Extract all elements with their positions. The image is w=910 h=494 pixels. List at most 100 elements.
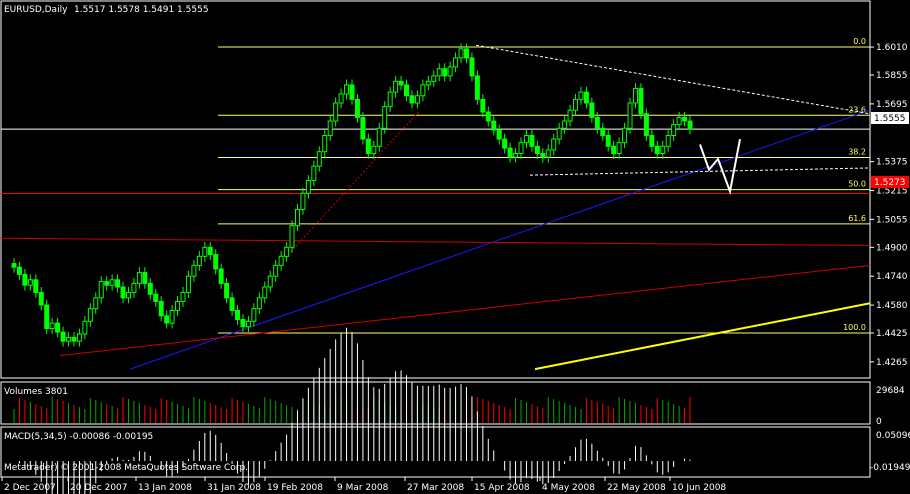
candle-body [463, 48, 469, 59]
candle-body [360, 116, 366, 140]
candle-body [376, 127, 382, 147]
candle-body [632, 88, 638, 104]
macd-panel-frame [0, 426, 871, 478]
price-axis-label: 1.6010 [876, 43, 908, 53]
candle-body [398, 80, 404, 86]
volume-bars: 29684 0 [13, 386, 905, 427]
candle-body [136, 272, 142, 284]
price-axis-label: 1.5215 [876, 186, 908, 196]
projected-path [699, 138, 741, 196]
macd-axis-max: 0.05096 [876, 431, 910, 441]
candle-body [316, 151, 322, 167]
red-dotted-trendline [284, 109, 421, 259]
candle-body [671, 124, 677, 136]
volume-axis-zero: 0 [876, 417, 882, 427]
candle-body [164, 315, 170, 324]
candle-body [180, 291, 186, 302]
candle-body [469, 57, 475, 77]
candle-body [594, 116, 600, 129]
candle-body [294, 208, 300, 227]
candle-body [447, 66, 453, 77]
yellow-support-line [534, 302, 871, 371]
candle-body [82, 320, 88, 335]
candle-body [71, 337, 77, 342]
candle-body [354, 98, 360, 118]
red-trendline-low [59, 264, 871, 357]
time-axis: 2 Dec 2007 20 Dec 2007 13 Jan 2008 31 Jan 2… [1, 477, 726, 493]
candle-body [267, 275, 273, 288]
candle-body [600, 127, 606, 136]
time-axis-label: 22 May 2008 [607, 483, 666, 493]
candle-body [453, 57, 459, 68]
time-axis-label: 31 Jan 2008 [207, 483, 261, 493]
price-axis: 1.6010 1.5855 1.5695 1.5375 1.5215 1.5055 1.49… [870, 43, 908, 368]
candle-body [333, 102, 339, 122]
candle-body [11, 263, 17, 268]
time-axis-label: 10 Jun 2008 [672, 483, 726, 493]
candle-body [109, 279, 115, 286]
macd-histogram: 0.05096 -0.01949 [18, 327, 910, 494]
candle-body [49, 322, 55, 330]
candle-body [458, 48, 464, 59]
candle-body [38, 291, 44, 306]
candle-body [338, 93, 344, 104]
candle-body [611, 145, 617, 155]
price-axis-label: 1.4900 [876, 243, 908, 253]
candle-body [311, 165, 317, 182]
candle-body [491, 120, 497, 131]
candle-body [583, 91, 589, 104]
candle-body [425, 80, 431, 86]
candle-body [567, 109, 573, 122]
candle-body [529, 134, 535, 147]
candle-body [16, 266, 22, 275]
candle-body [409, 95, 415, 104]
candle-body [682, 116, 688, 122]
price-candles [11, 43, 693, 347]
candle-body [245, 320, 251, 328]
candle-body [654, 145, 660, 155]
candle-body [87, 308, 93, 322]
fibonacci-level-label: 100.0 [843, 323, 866, 332]
candle-body [44, 304, 50, 330]
candle-body [523, 134, 529, 144]
fibonacci-level-label: 38.2 [848, 147, 866, 156]
candle-body [76, 333, 82, 342]
price-axis-label: 1.4580 [876, 301, 908, 311]
candle-body [229, 297, 235, 311]
candle-body [120, 286, 126, 299]
candle-body [147, 282, 153, 295]
candle-body [115, 279, 121, 288]
candle-body [327, 120, 333, 136]
candle-body [289, 225, 295, 248]
candle-body [169, 309, 175, 324]
candle-body [98, 281, 104, 299]
candle-body [540, 153, 546, 158]
candle-body [202, 246, 208, 257]
ohlc-caption: 1.5517 1.5578 1.5491 1.5555 [74, 5, 209, 15]
candle-body [404, 84, 410, 97]
volume-panel-frame [0, 381, 871, 425]
candle-body [240, 318, 246, 328]
candle-body [556, 127, 562, 140]
candle-body [158, 300, 164, 317]
candle-body [218, 268, 224, 284]
candle-body [300, 192, 306, 210]
current-price-badge: 1.5555 [874, 114, 906, 124]
candle-body [507, 147, 513, 158]
candle-body [273, 264, 279, 277]
candle-body [436, 68, 442, 77]
candle-body [213, 254, 219, 270]
price-axis-label: 1.5375 [876, 158, 908, 168]
candle-body [196, 255, 202, 266]
candle-body [224, 282, 230, 299]
macd-caption: MACD(5,34,5) -0.00086 -0.00195 [4, 432, 153, 442]
time-axis-label: 4 May 2008 [542, 483, 595, 493]
time-axis-label: 15 Apr 2008 [474, 483, 530, 493]
candle-body [365, 138, 371, 155]
candle-body [513, 153, 519, 158]
volume-axis-max: 29684 [876, 386, 905, 396]
candle-body [27, 279, 33, 286]
candle-body [442, 68, 448, 77]
